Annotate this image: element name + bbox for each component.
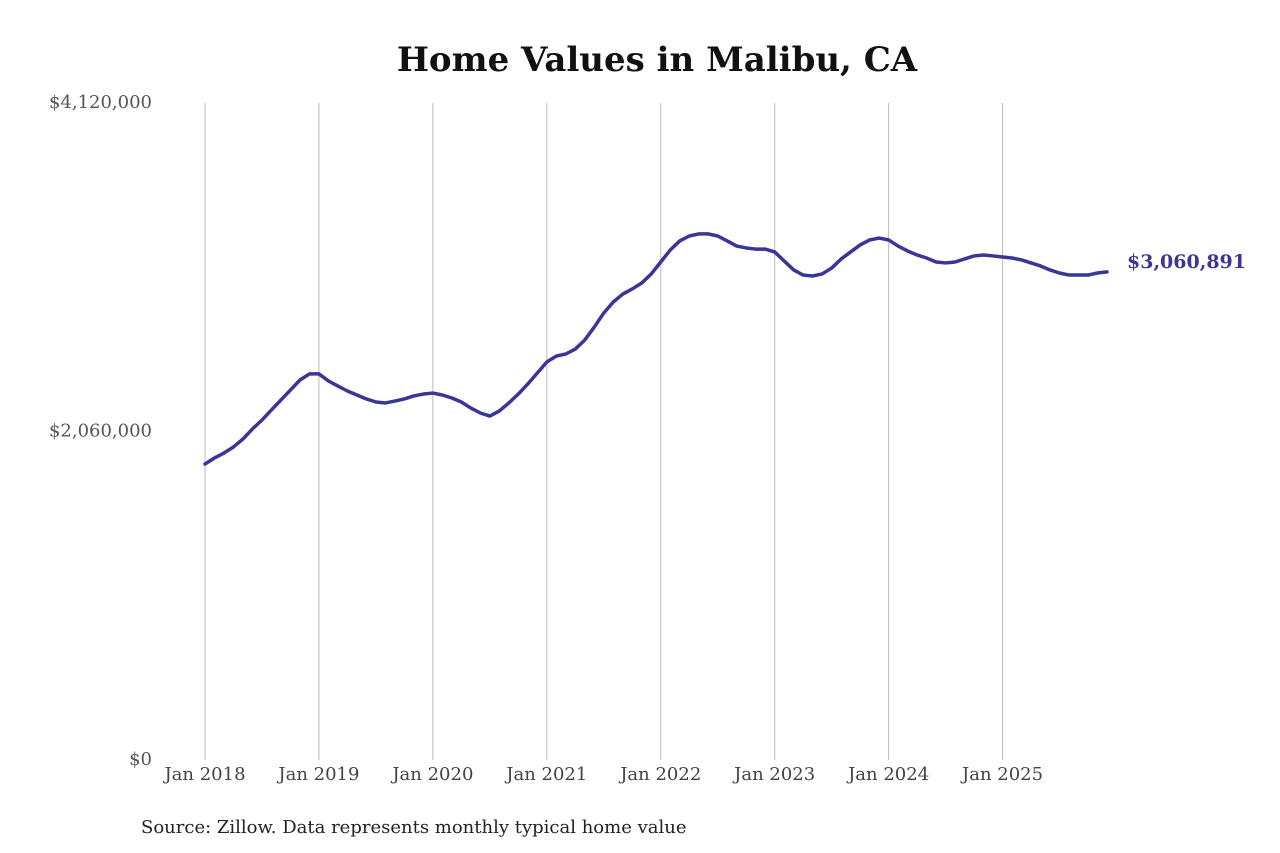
chart-title: Home Values in Malibu, CA (397, 40, 918, 80)
x-tick-label: Jan 2019 (276, 764, 359, 785)
x-tick-label: Jan 2020 (390, 764, 473, 785)
x-tick-label: Jan 2025 (960, 764, 1043, 785)
y-tick-label: $2,060,000 (49, 421, 152, 442)
y-tick-label: $4,120,000 (49, 92, 152, 113)
y-tick-label: $0 (129, 749, 152, 770)
x-tick-label: Jan 2024 (846, 764, 929, 785)
x-tick-label: Jan 2021 (504, 764, 587, 785)
x-tick-label: Jan 2022 (618, 764, 701, 785)
x-tick-label: Jan 2018 (162, 764, 245, 785)
x-tick-label: Jan 2023 (732, 764, 815, 785)
data-line (203, 232, 1109, 466)
source-note: Source: Zillow. Data represents monthly … (141, 817, 687, 838)
value-label: $3,060,891 (1127, 251, 1246, 273)
